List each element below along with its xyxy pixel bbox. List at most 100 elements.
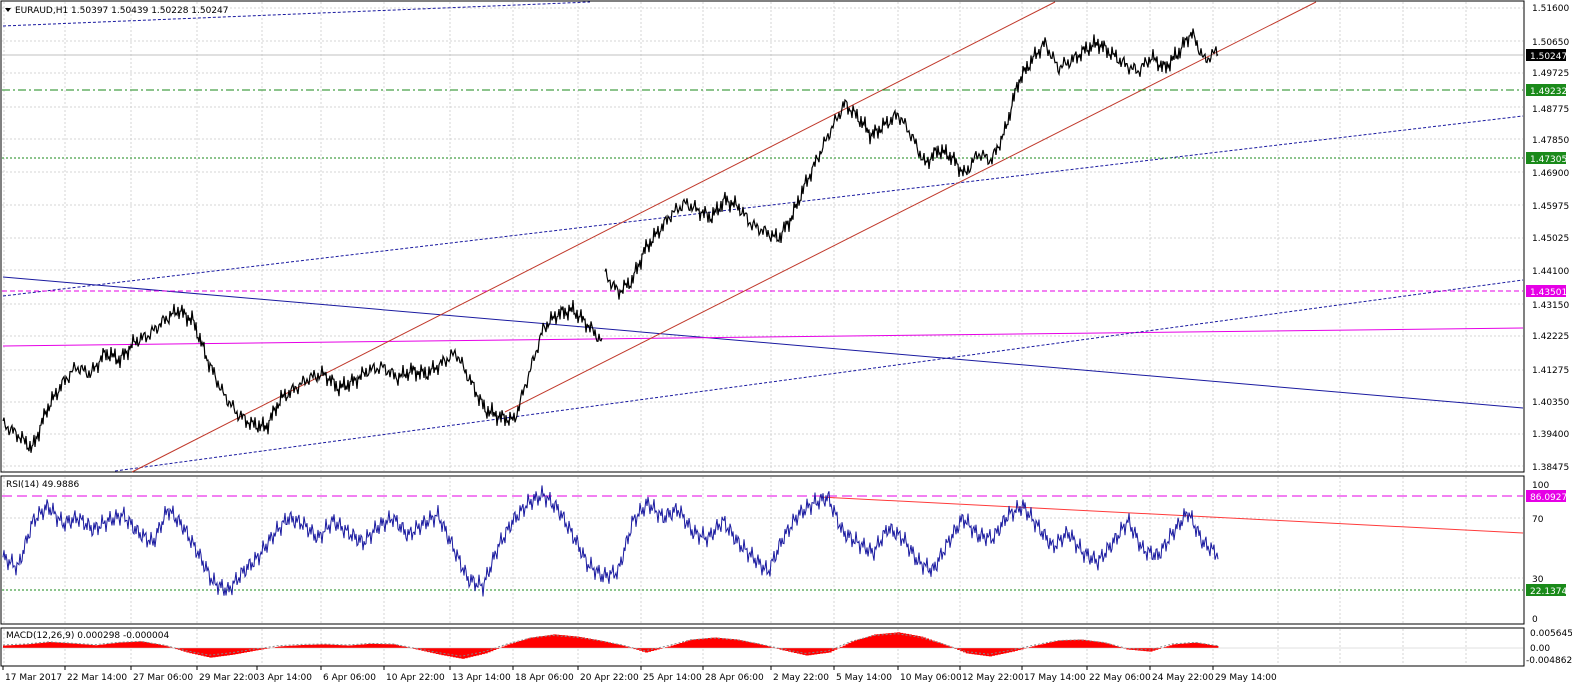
macd-bar: [885, 633, 889, 648]
macd-bar: [894, 632, 898, 648]
macd-bar: [5, 645, 10, 648]
macd-bar: [169, 647, 173, 648]
macd-bar: [306, 644, 311, 648]
macd-bar: [206, 648, 210, 657]
macd-bar: [865, 637, 869, 648]
macd-bar: [521, 640, 525, 648]
macd-bar: [186, 648, 190, 653]
macd-bar: [146, 642, 150, 648]
macd-bar: [991, 648, 995, 656]
macd-bar: [891, 632, 895, 648]
macd-bar: [387, 644, 391, 648]
macd-bar: [1046, 643, 1050, 648]
macd-bar: [879, 633, 884, 648]
rsi-series: [2, 485, 1219, 597]
time-tick-label: 18 Apr 06:00: [515, 673, 574, 683]
price-tick: 1.50650: [1532, 38, 1569, 48]
macd-bar: [533, 637, 537, 648]
macd-bar: [1017, 648, 1021, 651]
price-tick: 1.42225: [1532, 332, 1569, 342]
macd-bar: [292, 645, 296, 648]
macd-bar: [957, 648, 961, 650]
macd-axis: 0.005645 0.00 -0.004862: [1526, 629, 1572, 666]
macd-bar: [493, 648, 497, 650]
rsi-tag-22: [1526, 584, 1566, 596]
time-tick-label: 5 May 14:00: [836, 673, 892, 683]
macd-bar: [346, 645, 351, 648]
macd-bar: [988, 648, 993, 657]
macd-bar: [659, 648, 663, 649]
macd-bar: [802, 648, 806, 655]
macd-bar: [504, 645, 508, 648]
current-price-tag: [1526, 49, 1566, 61]
macd-bar: [109, 643, 113, 648]
current-price-tag-label: 1.50247: [1530, 52, 1567, 62]
macd-bar: [1146, 648, 1150, 652]
macd-bar: [48, 642, 53, 648]
macd-bar: [223, 648, 227, 656]
macd-bar: [1203, 644, 1207, 648]
macd-bar: [450, 648, 454, 657]
macd-bar: [80, 644, 84, 648]
macd-bar: [220, 648, 225, 657]
macd-bar: [11, 645, 15, 648]
macd-bar: [1011, 648, 1015, 652]
macd-bar: [627, 647, 631, 648]
macd-bar: [888, 633, 892, 648]
macd-bar: [587, 638, 591, 648]
macd-bar: [470, 648, 474, 657]
macd-bar: [808, 648, 812, 656]
macd-bar: [1186, 643, 1190, 648]
macd-bar: [238, 648, 242, 654]
macd-bar: [34, 643, 38, 648]
macd-bar: [1020, 648, 1024, 650]
macd-bar: [20, 644, 24, 648]
macd-bar: [1043, 643, 1047, 648]
macd-bar: [590, 639, 594, 648]
macd-bar: [143, 641, 147, 648]
macd-tick: -0.004862: [1526, 656, 1572, 666]
macd-bar: [1023, 648, 1027, 649]
rising-dotted-trendline-upper: [2, 115, 1524, 297]
macd-bar: [1089, 640, 1093, 648]
macd-bar: [877, 634, 881, 648]
macd-bar: [931, 640, 935, 648]
macd-bar: [1000, 648, 1004, 654]
macd-bar: [123, 642, 127, 648]
price-tick: 1.38475: [1532, 463, 1569, 473]
macd-bar: [461, 648, 465, 659]
macd-bar: [183, 648, 187, 652]
macd-bar: [366, 644, 371, 648]
macd-bar: [570, 636, 574, 648]
macd-bar: [298, 645, 302, 648]
time-tick-label: 20 Apr 22:00: [580, 673, 639, 683]
macd-bar: [750, 642, 755, 648]
macd-bar: [518, 640, 523, 648]
macd-bar: [753, 643, 758, 648]
macd-bar: [452, 648, 457, 658]
macd-bar: [401, 646, 405, 648]
price-tick: 1.44100: [1532, 267, 1569, 277]
macd-bar: [1094, 641, 1099, 648]
macd-bar: [444, 648, 448, 656]
macd-bar: [355, 644, 359, 648]
rsi-tag-86-label: 86.0927: [1530, 493, 1567, 503]
macd-bar: [1097, 641, 1101, 648]
macd-bar: [676, 643, 680, 648]
macd-bar: [515, 641, 520, 648]
macd-bar: [1103, 642, 1107, 648]
macd-bar: [398, 645, 402, 648]
rsi-tag-22-label: 22.1374: [1530, 587, 1567, 597]
macd-bar: [235, 648, 239, 655]
macd-bar: [447, 648, 451, 657]
rsi-tick: 100: [1532, 481, 1549, 491]
macd-bar: [338, 645, 342, 648]
macd-bar: [132, 641, 136, 648]
macd-bar: [249, 648, 253, 652]
macd-bar: [882, 633, 886, 648]
macd-bar: [977, 648, 981, 655]
macd-bar: [834, 648, 838, 650]
level-tags: 1.50247 1.49232 1.47305 1.43501: [1526, 49, 1567, 298]
price-line-segment-2: [604, 28, 1219, 300]
macd-bar: [263, 648, 268, 649]
